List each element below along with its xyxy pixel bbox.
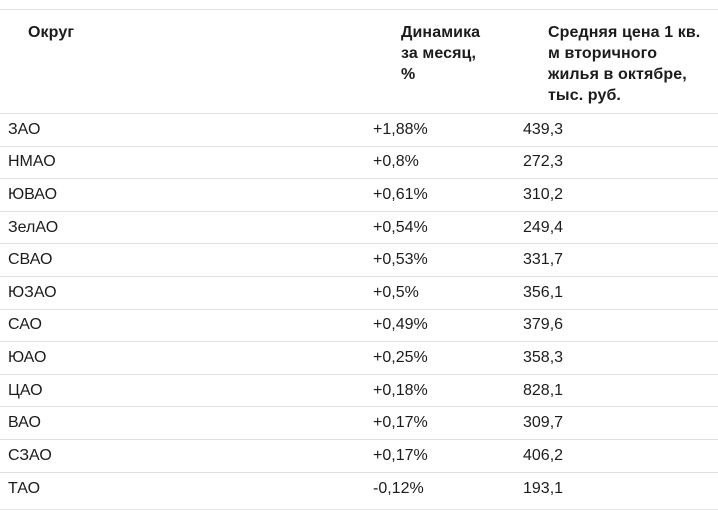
table-row: НМАО +0,8% 272,3 (0, 145, 718, 179)
table-row: СЗАО +0,17% 406,2 (0, 438, 718, 473)
district-cell: ТАО (0, 471, 365, 505)
table-row: ТАО -0,12% 193,1 (0, 471, 718, 505)
dynamics-cell: +0,54% (365, 210, 515, 244)
price-cell: 272,3 (515, 145, 718, 179)
column-header-monthly-dynamics: Динамика за месяц, % (401, 24, 481, 83)
price-cell: 249,4 (515, 210, 718, 244)
dynamics-cell: +0,18% (365, 373, 515, 407)
district-cell: ЮЗАО (0, 275, 365, 310)
price-cell: 356,1 (515, 275, 718, 310)
price-cell: 439,3 (515, 113, 718, 147)
dynamics-cell: +0,17% (365, 438, 515, 473)
table-row: ЮВАО +0,61% 310,2 (0, 178, 718, 212)
table-row: САО +0,49% 379,6 (0, 308, 718, 342)
district-cell: ЦАО (0, 373, 365, 407)
price-cell: 331,7 (515, 243, 718, 277)
table-row: СВАО +0,53% 331,7 (0, 243, 718, 277)
table-row: ЮАО +0,25% 358,3 (0, 341, 718, 375)
column-header-district: Округ (28, 24, 75, 41)
district-cell: ЮВАО (0, 178, 365, 212)
district-cell: СЗАО (0, 438, 365, 473)
price-cell: 379,6 (515, 308, 718, 342)
dynamics-cell: +0,25% (365, 341, 515, 375)
districts-price-table: Округ Динамика за месяц, % Средняя цена … (0, 9, 718, 505)
district-cell: НМАО (0, 145, 365, 179)
price-cell: 310,2 (515, 178, 718, 212)
price-cell: 358,3 (515, 341, 718, 375)
table-header-row: Округ Динамика за месяц, % Средняя цена … (0, 10, 718, 114)
column-header-average-price: Средняя цена 1 кв. м вторичного жилья в … (548, 24, 701, 104)
dynamics-cell: +1,88% (365, 113, 515, 147)
dynamics-cell: +0,17% (365, 406, 515, 440)
price-cell: 828,1 (515, 373, 718, 407)
dynamics-cell: +0,49% (365, 308, 515, 342)
district-cell: САО (0, 308, 365, 342)
price-cell: 193,1 (515, 471, 718, 505)
district-cell: ЗелАО (0, 210, 365, 244)
dynamics-cell: +0,5% (365, 275, 515, 310)
table-row: ЗАО +1,88% 439,3 (0, 113, 718, 147)
table-row: ВАО +0,17% 309,7 (0, 406, 718, 440)
table-row: ЗелАО +0,54% 249,4 (0, 210, 718, 244)
district-cell: СВАО (0, 243, 365, 277)
dynamics-cell: -0,12% (365, 471, 515, 505)
district-cell: ЗАО (0, 113, 365, 147)
district-cell: ВАО (0, 406, 365, 440)
table-row: ЮЗАО +0,5% 356,1 (0, 275, 718, 310)
price-cell: 309,7 (515, 406, 718, 440)
district-cell: ЮАО (0, 341, 365, 375)
dynamics-cell: +0,8% (365, 145, 515, 179)
table-row: ЦАО +0,18% 828,1 (0, 373, 718, 407)
dynamics-cell: +0,61% (365, 178, 515, 212)
dynamics-cell: +0,53% (365, 243, 515, 277)
price-cell: 406,2 (515, 438, 718, 473)
